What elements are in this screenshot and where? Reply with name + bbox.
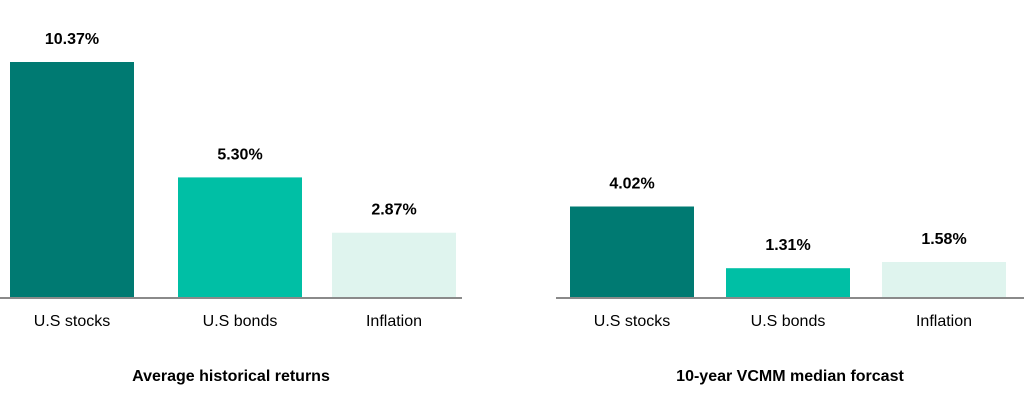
x-tick-label-u-s-stocks: U.S stocks <box>34 313 110 330</box>
data-label-inflation: 1.58% <box>921 231 966 248</box>
bar-u-s-bonds <box>178 177 302 298</box>
x-tick-label-u-s-bonds: U.S bonds <box>751 313 826 330</box>
data-label-u-s-bonds: 5.30% <box>217 146 262 163</box>
x-tick-label-u-s-bonds: U.S bonds <box>203 313 278 330</box>
bar-u-s-bonds <box>726 268 850 298</box>
data-label-u-s-stocks: 4.02% <box>609 176 654 193</box>
data-label-u-s-bonds: 1.31% <box>765 237 810 254</box>
data-label-inflation: 2.87% <box>371 202 416 219</box>
bar-inflation <box>882 262 1006 298</box>
x-tick-label-u-s-stocks: U.S stocks <box>594 313 670 330</box>
data-label-u-s-stocks: 10.37% <box>45 31 99 48</box>
bar-u-s-stocks <box>570 206 694 298</box>
bar-u-s-stocks <box>10 62 134 298</box>
x-tick-label-inflation: Inflation <box>366 313 422 330</box>
x-tick-label-inflation: Inflation <box>916 313 972 330</box>
chart-title-historical: Average historical returns <box>132 368 330 385</box>
chart-title-forecast: 10-year VCMM median forcast <box>676 368 904 385</box>
bar-inflation <box>332 232 456 298</box>
